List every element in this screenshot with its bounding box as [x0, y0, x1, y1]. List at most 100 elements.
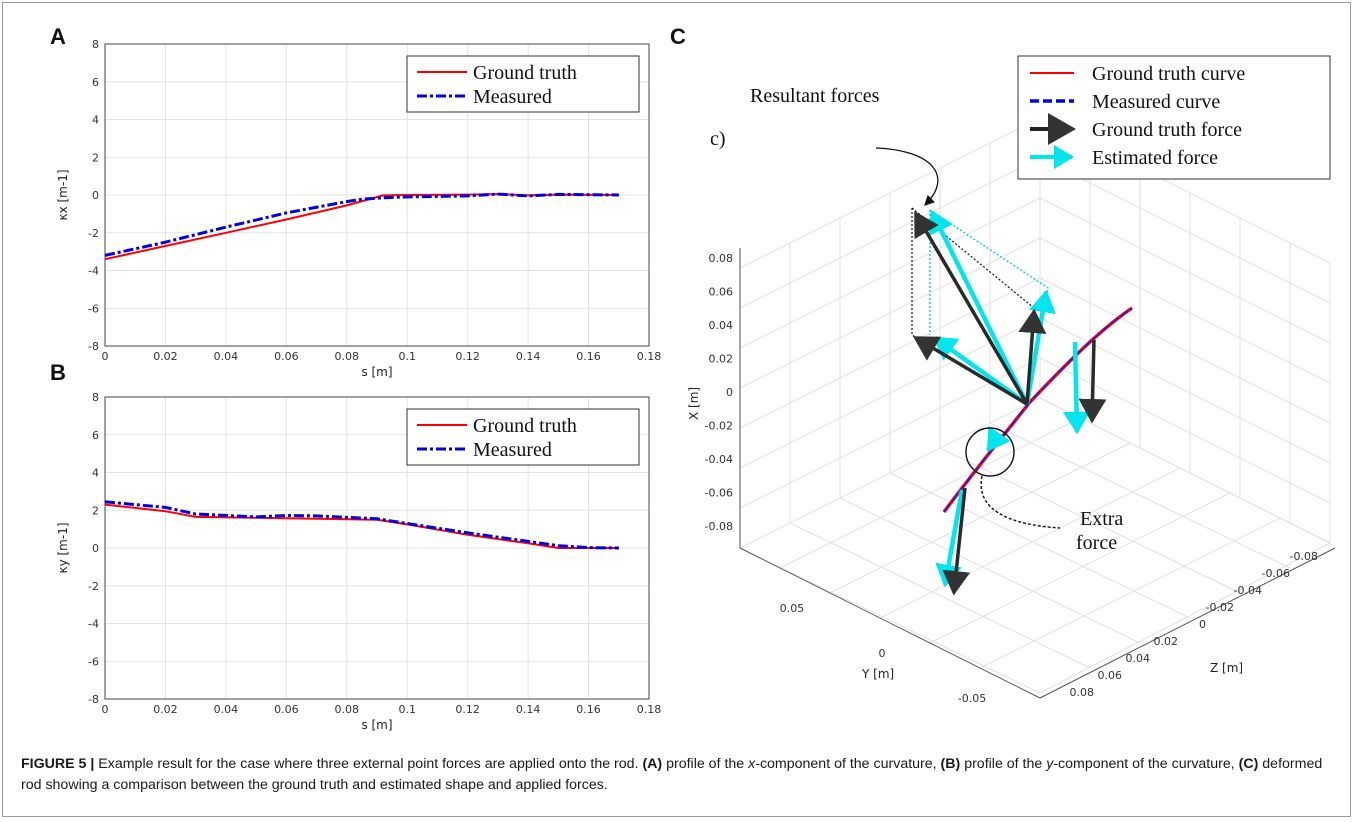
c-xtick-0: 0.08	[709, 252, 734, 265]
b-xtick-3: 0.06	[274, 703, 299, 716]
panel-letter-b: B	[50, 360, 66, 385]
a-ylabel: κx [m-1]	[56, 169, 70, 220]
a-xtick-1: 0.02	[153, 350, 178, 363]
b-legend-label-0: Ground truth	[473, 415, 577, 437]
c-xtick-6: -0.04	[705, 453, 733, 466]
gt-force-1	[912, 336, 1028, 406]
c-ytick-2: -0.05	[958, 692, 986, 705]
caption-text-2: profile of the	[662, 756, 749, 772]
b-ytick-2: -4	[88, 618, 99, 631]
a-xtick-9: 0.18	[637, 350, 662, 363]
est-force-extra	[986, 425, 1011, 452]
caption-text-6: deformed rod showing a comparison betwee…	[21, 756, 1323, 793]
legend-c: Ground truth curve Measured curve Ground…	[1017, 55, 1331, 180]
b-xtick-7: 0.14	[516, 703, 541, 716]
estimated-forces	[928, 209, 1091, 588]
a-ytick-4: 0	[92, 189, 99, 202]
c-ytick-1: 0	[879, 647, 886, 660]
a-ytick-3: -2	[88, 227, 99, 240]
caption-b: (B)	[940, 756, 961, 772]
c-x-ticks: 0.08 0.06 0.04 0.02 0 -0.02 -0.04 -0.06 -0.08	[705, 252, 733, 533]
b-xlabel: s [m]	[361, 718, 392, 732]
a-ytick-6: 4	[92, 114, 99, 127]
c-ytick-0: 0.05	[780, 602, 805, 615]
est-force-3	[1063, 341, 1091, 435]
b-ytick-5: 2	[92, 504, 99, 517]
extra-force-circle	[965, 427, 1015, 477]
resultant-pointer	[875, 147, 939, 206]
c-xtick-7: -0.06	[705, 487, 733, 500]
b-ytick-6: 4	[92, 467, 99, 480]
b-xtick-4: 0.08	[335, 703, 360, 716]
c-ztick-7: 0.06	[1098, 669, 1123, 682]
b-ytick-4: 0	[92, 542, 99, 555]
c-xtick-8: -0.08	[705, 520, 733, 533]
b-ytick-3: -2	[88, 580, 99, 593]
c-ztick-0: -0.08	[1290, 550, 1318, 563]
a-ytick-7: 6	[92, 76, 99, 89]
caption-text-3: -component of the curvature,	[755, 756, 941, 772]
a-xtick-0: 0	[102, 350, 109, 363]
gt-force-3	[1078, 339, 1107, 424]
caption-text-5: -component of the curvature,	[1053, 756, 1239, 772]
legend-c-gt-curve: Ground truth curve	[1092, 63, 1245, 85]
a-ytick-5: 2	[92, 151, 99, 164]
gt-force-2	[1018, 308, 1047, 405]
b-xtick-6: 0.12	[455, 703, 480, 716]
caption-a: (A)	[642, 756, 663, 772]
a-series-ground-truth	[104, 193, 619, 261]
est-force-4	[935, 489, 965, 588]
c-xtick-1: 0.06	[709, 286, 734, 299]
est-force-resultant	[928, 209, 1030, 405]
b-xtick-0: 0	[102, 703, 109, 716]
a-axes-box	[104, 43, 650, 347]
a-xtick-7: 0.14	[516, 350, 541, 363]
annot-resultant-forces: Resultant forces	[750, 85, 880, 107]
c-xlabel: X [m]	[687, 387, 701, 420]
c-zlabel: Z [m]	[1210, 661, 1243, 675]
a-ytick-1: -6	[88, 302, 99, 315]
c-ztick-2: -0.04	[1234, 584, 1262, 597]
c-z-ticks: -0.08-0.06-0.04-0.020 0.020.040.060.08	[1070, 550, 1319, 699]
b-legend-box	[406, 408, 640, 466]
a-xtick-2: 0.04	[214, 350, 239, 363]
b-xtick-5: 0.1	[398, 703, 416, 716]
a-xtick-4: 0.08	[335, 350, 360, 363]
panel-letter-c: C	[670, 24, 686, 49]
caption-label: FIGURE 5 |	[21, 756, 95, 772]
c-ztick-3: -0.02	[1206, 601, 1234, 614]
panel-b-plot: 0 0.02 0.04 0.06 0.08 0.1 0.12 0.14 0.16 0.18 -8 -6…	[56, 391, 661, 732]
a-ytick-2: -4	[88, 265, 99, 278]
c-xtick-5: -0.02	[705, 420, 733, 433]
b-xtick-2: 0.04	[214, 703, 239, 716]
caption-text-4: profile of the	[960, 756, 1047, 772]
b-xtick-8: 0.16	[576, 703, 601, 716]
c-ztick-6: 0.04	[1126, 652, 1151, 665]
c-xtick-3: 0.02	[709, 353, 734, 366]
grid-3d	[739, 117, 1331, 694]
figure-caption: FIGURE 5 | Example result for the case w…	[21, 754, 1341, 796]
c-ztick-8: 0.08	[1070, 686, 1095, 699]
a-xtick-5: 0.1	[398, 350, 416, 363]
a-legend-label-1: Measured	[473, 86, 552, 108]
caption-text-1: Example result for the case where three …	[94, 756, 643, 772]
figure-svg: A 0 0.02 0.04 0.06 0.08 0.1 0.12 0.14 0.16 0.18-8…	[50, 24, 1336, 732]
a-xlabel: s [m]	[361, 365, 392, 379]
legend-c-measured-curve: Measured curve	[1092, 91, 1220, 113]
panel-a-plot: 0 0.02 0.04 0.06 0.08 0.1 0.12 0.14 0.16 0.18 -8 -6…	[56, 38, 661, 379]
c-ylabel: Y [m]	[861, 667, 894, 681]
panel-letter-a: A	[50, 24, 66, 49]
gt-force-4	[942, 487, 971, 596]
b-xtick-1: 0.02	[153, 703, 178, 716]
a-xtick-3: 0.06	[274, 350, 299, 363]
gt-force-resultant	[914, 210, 1029, 405]
c-ztick-5: 0.02	[1154, 635, 1179, 648]
c-xtick-4: 0	[726, 386, 733, 399]
caption-yvar: y	[1046, 756, 1054, 772]
legend-c-gt-force: Ground truth force	[1092, 119, 1242, 141]
b-series-measured	[104, 500, 619, 550]
annot-c-tag: c)	[710, 128, 726, 150]
caption-c: (C)	[1238, 756, 1259, 772]
b-legend-label-1: Measured	[473, 439, 552, 461]
